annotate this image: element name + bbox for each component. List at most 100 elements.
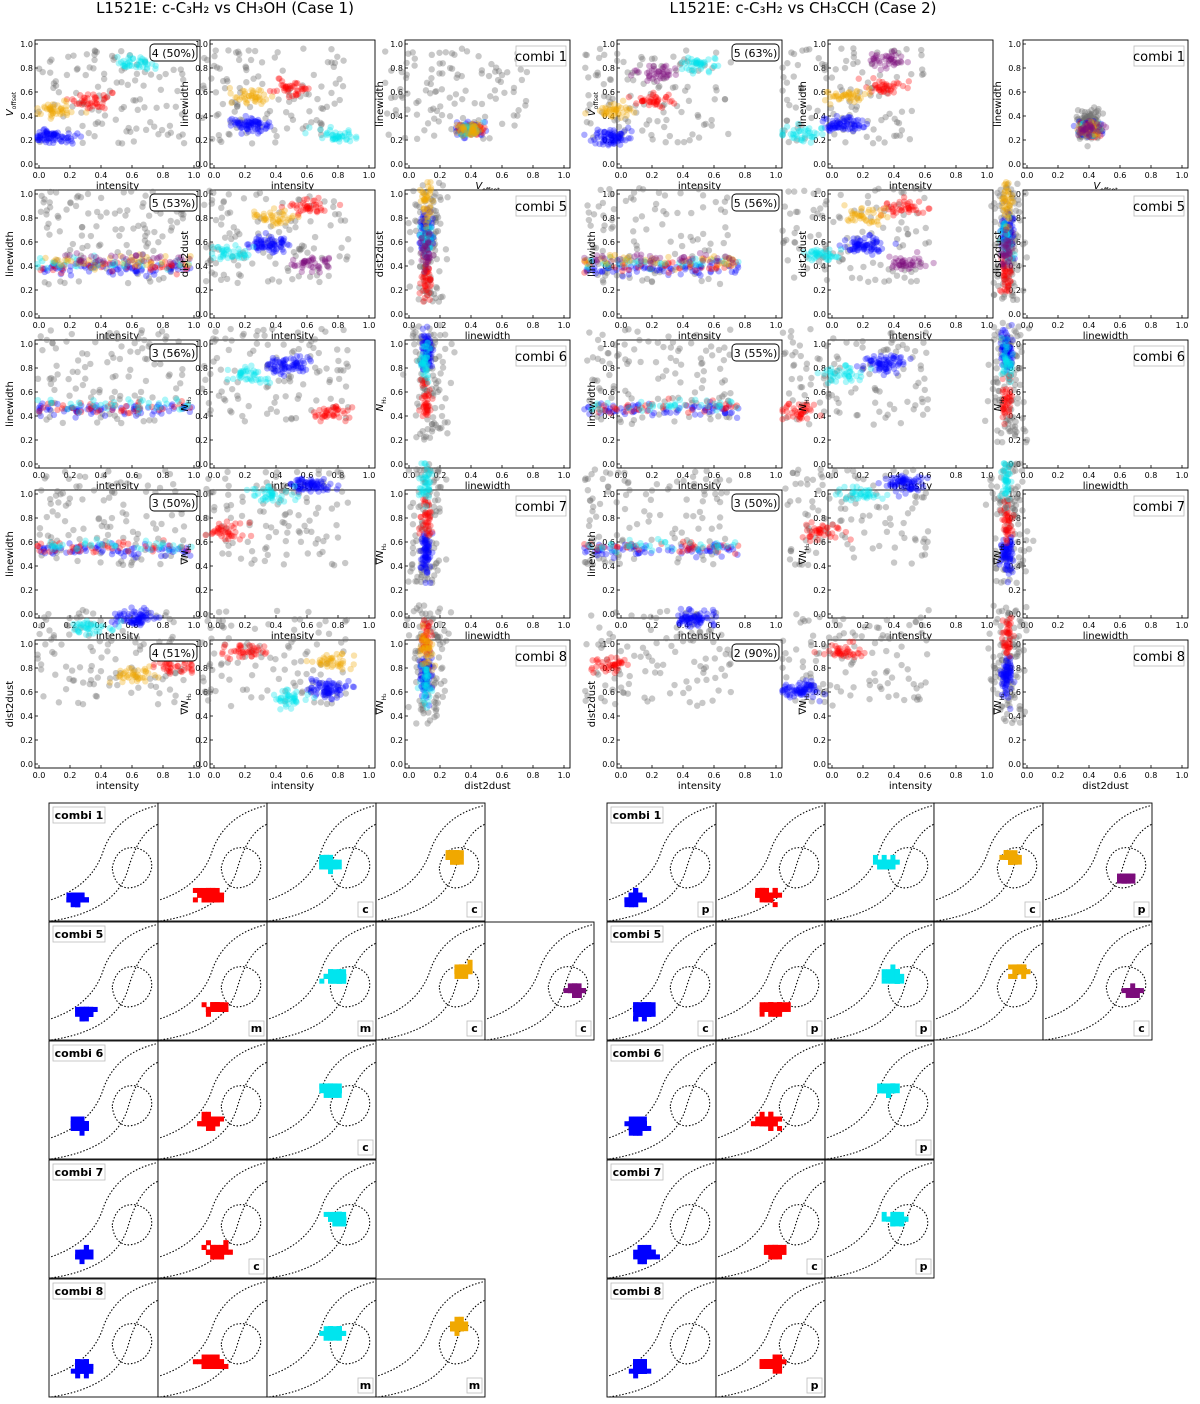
panel-points: [34, 47, 188, 147]
cluster-point-orange: [420, 205, 428, 213]
cluster-point-blue: [36, 128, 43, 136]
x-tick-label: 0.2: [239, 321, 252, 330]
noise-point: [113, 79, 121, 86]
noise-point: [258, 59, 266, 66]
cluster-point-cyan: [420, 681, 428, 689]
cluster-point-blue: [330, 680, 337, 687]
cluster-point-red: [316, 406, 323, 414]
x-tick-label: 0.6: [301, 321, 314, 330]
noise-point: [97, 667, 105, 675]
noise-point: [234, 279, 241, 287]
cluster-point-orange: [426, 210, 433, 217]
noise-point: [452, 91, 460, 98]
noise-point: [283, 551, 290, 558]
noise-point: [141, 336, 148, 344]
noise-point: [135, 335, 142, 342]
noise-point: [178, 111, 186, 118]
noise-point: [247, 56, 255, 64]
noise-point: [237, 555, 245, 562]
noise-point: [282, 537, 290, 545]
noise-point: [118, 105, 125, 113]
noise-point: [225, 491, 232, 498]
noise-point: [93, 223, 100, 230]
noise-point: [407, 503, 414, 511]
noise-point: [471, 100, 478, 107]
noise-point: [231, 108, 238, 115]
noise-point: [330, 198, 338, 205]
cluster-point-blue: [149, 411, 156, 418]
noise-point: [105, 468, 112, 475]
y-tick-label: 0.2: [20, 286, 33, 295]
noise-point: [202, 277, 210, 285]
noise-point: [317, 671, 324, 678]
cluster-point-blue: [69, 140, 76, 147]
noise-point: [638, 53, 645, 61]
x-tick-label: 0.6: [301, 171, 314, 180]
noise-point: [270, 666, 277, 673]
noise-point: [203, 244, 210, 251]
noise-point: [68, 330, 76, 338]
noise-point: [144, 482, 152, 489]
cluster-point-red: [348, 404, 356, 411]
noise-point: [234, 659, 241, 666]
y-axis-label: linewidth: [180, 81, 191, 127]
x-tick-label: 0.4: [270, 621, 283, 630]
noise-point: [116, 232, 123, 239]
noise-point: [100, 75, 108, 83]
noise-point: [442, 345, 449, 353]
noise-point: [219, 100, 227, 108]
noise-point: [52, 78, 59, 85]
noise-point: [263, 544, 270, 551]
cluster-point-red: [163, 667, 171, 675]
cluster-point-blue: [625, 124, 632, 132]
noise-point: [79, 139, 86, 147]
noise-point: [586, 101, 593, 108]
noise-point: [248, 671, 256, 679]
noise-point: [49, 648, 56, 656]
cluster-point-orange: [61, 97, 68, 104]
cluster-point-purple: [172, 258, 179, 265]
cluster-point-blue: [67, 135, 75, 142]
noise-point: [63, 206, 70, 213]
noise-point: [46, 204, 54, 211]
cluster-point-blue: [41, 125, 48, 133]
cluster-point-cyan: [302, 130, 309, 137]
y-axis-label: ∇NH₂: [375, 543, 388, 566]
x-axis-label: intensity: [271, 781, 314, 792]
cluster-point-blue: [46, 130, 53, 138]
noise-point: [291, 659, 298, 666]
cluster-point-purple: [108, 252, 115, 259]
cluster-point-cyan: [353, 133, 360, 140]
cluster-point-purple: [139, 251, 146, 258]
cluster-point-blue: [116, 610, 124, 617]
x-tick-label: 0.0: [208, 771, 221, 780]
noise-point: [50, 80, 58, 87]
noise-point: [266, 107, 274, 115]
y-tick-label: 0.0: [195, 160, 208, 169]
noise-point: [220, 199, 227, 206]
cluster-point-cyan: [422, 474, 430, 481]
cluster-point-red: [101, 94, 109, 102]
noise-point: [75, 99, 83, 107]
cluster-count-label: 4 (51%): [152, 647, 196, 660]
noise-point: [206, 660, 214, 668]
noise-point: [222, 608, 230, 615]
noise-point: [162, 70, 169, 78]
noise-point: [134, 348, 141, 356]
cluster-point-red: [223, 518, 231, 525]
noise-point: [328, 89, 335, 97]
y-tick-label: 0.0: [20, 310, 33, 319]
cluster-point-orange: [251, 213, 258, 221]
noise-point: [428, 51, 435, 59]
x-tick-label: 0.8: [157, 171, 170, 180]
cluster-point-orange: [226, 84, 234, 92]
noise-point: [138, 327, 146, 334]
noise-point: [333, 501, 341, 508]
noise-point: [645, 117, 653, 124]
noise-point: [35, 65, 43, 72]
noise-point: [118, 47, 125, 55]
noise-point: [262, 195, 270, 203]
noise-point: [123, 518, 130, 525]
noise-point: [451, 100, 458, 107]
noise-point: [209, 666, 216, 674]
